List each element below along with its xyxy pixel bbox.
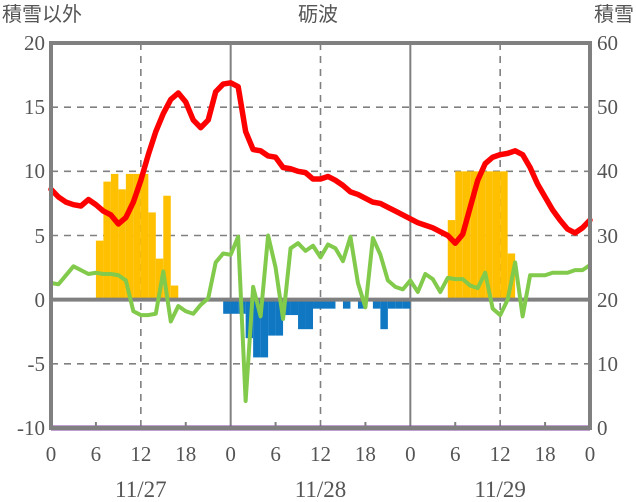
- x-axis-day-label: 11/29: [474, 477, 526, 502]
- bar-precipitation: [133, 173, 141, 300]
- bar-snowfall: [387, 299, 396, 309]
- y-axis-right-tick: 50: [597, 95, 618, 120]
- bar-precipitation: [485, 171, 493, 300]
- plot-frame: [49, 41, 592, 430]
- line-wind_speed: [49, 233, 592, 404]
- bar-snowfall: [380, 299, 388, 330]
- bar-snowfall: [268, 299, 276, 336]
- x-axis-day-label: 11/28: [294, 477, 347, 502]
- bar-snowfall: [342, 299, 351, 309]
- bar-precipitation: [110, 173, 119, 300]
- y-axis-right-tick: 60: [597, 31, 618, 55]
- chart-title: 砺波: [298, 2, 338, 26]
- bar-precipitation: [125, 173, 134, 300]
- x-axis-tick: 0: [405, 442, 416, 466]
- bar-precipitation: [500, 171, 508, 300]
- bar-precipitation: [170, 285, 179, 300]
- bar-snowfall: [253, 299, 261, 358]
- bar-snowfall: [320, 299, 328, 309]
- bar-precipitation: [447, 220, 456, 300]
- y-axis-right-tick: 10: [597, 351, 618, 376]
- y-axis-left-tick: -5: [27, 351, 46, 376]
- bar-precipitation: [118, 189, 126, 300]
- y-axis-left-tick: 15: [24, 95, 45, 120]
- bar-snowfall: [305, 299, 314, 330]
- line-temperature: [48, 80, 593, 246]
- x-axis-tick: 0: [584, 442, 596, 466]
- bar-snowfall: [372, 299, 381, 309]
- y-axis-left-tick: 0: [34, 287, 46, 312]
- bar-precipitation: [155, 258, 164, 300]
- bar-precipitation: [148, 212, 156, 300]
- y-axis-left-tick: 20: [24, 31, 45, 55]
- y-axis-right-tick: 0: [597, 416, 608, 440]
- bar-snowfall: [230, 299, 239, 314]
- bar-precipitation: [95, 240, 104, 300]
- bar-snowfall: [283, 299, 291, 316]
- y-axis-left-tick: -10: [17, 416, 45, 440]
- bar-snowfall: [402, 299, 411, 309]
- bar-precipitation: [470, 171, 478, 300]
- bar-snowfall: [395, 299, 403, 309]
- x-axis-tick: 12: [310, 442, 331, 466]
- x-axis-tick: 6: [90, 442, 102, 466]
- bar-snowfall: [275, 299, 284, 336]
- bar-precipitation: [462, 171, 471, 300]
- right-axis-title: 積雪: [594, 2, 634, 26]
- x-axis-tick: 18: [534, 442, 556, 466]
- y-axis-left-tick: 5: [34, 223, 46, 248]
- y-axis-right-tick: 20: [597, 287, 618, 312]
- y-axis-right-tick: 40: [597, 159, 618, 184]
- bar-snowfall: [357, 299, 366, 309]
- bar-snowfall: [260, 299, 269, 358]
- bar-precipitation: [492, 171, 501, 300]
- bar-snowfall: [290, 299, 299, 316]
- bar-snowfall: [223, 299, 231, 314]
- bar-precipitation: [103, 181, 111, 300]
- bar-snowfall: [313, 299, 321, 309]
- bar-precipitation: [140, 173, 149, 300]
- left-axis-title: 積雪以外: [2, 2, 82, 26]
- y-axis-left-tick: 10: [24, 159, 45, 184]
- x-axis-tick: 18: [354, 442, 376, 466]
- x-axis-tick: 0: [45, 442, 57, 466]
- bar-snowfall: [298, 299, 306, 330]
- bar-precipitation: [163, 195, 171, 300]
- x-axis-tick: 0: [225, 442, 236, 466]
- x-axis-tick: 12: [489, 442, 511, 466]
- x-axis-tick: 6: [270, 442, 281, 466]
- y-axis-right-tick: 30: [597, 223, 618, 248]
- bar-snowfall: [327, 299, 336, 309]
- x-axis-day-label: 11/27: [115, 477, 167, 502]
- x-axis-tick: 6: [450, 442, 461, 466]
- x-axis-tick: 18: [175, 442, 197, 466]
- bar-precipitation: [477, 171, 486, 300]
- x-axis-tick: 12: [130, 442, 152, 466]
